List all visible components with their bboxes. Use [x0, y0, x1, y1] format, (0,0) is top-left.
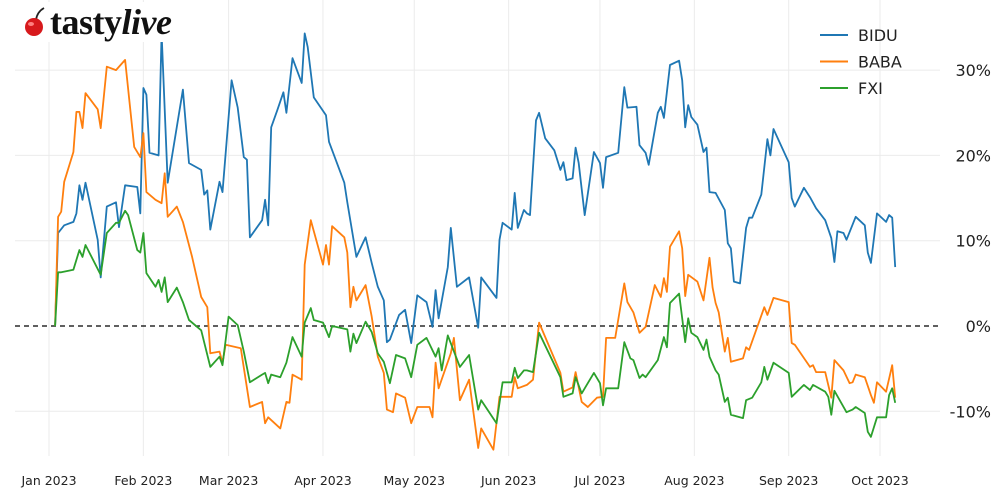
- x-tick-label: Jun 2023: [480, 473, 536, 488]
- y-tick-label: 20%: [955, 146, 991, 165]
- y-axis-tick-labels: 30% 20% 10% 0% -10%: [950, 61, 991, 421]
- tastylive-logo: tastylive: [22, 2, 176, 42]
- series-line-fxi: [54, 209, 897, 438]
- logo-text-tasty: tasty: [50, 2, 122, 42]
- x-tick-label: Jul 2023: [574, 473, 626, 488]
- legend-label-bidu: BIDU: [858, 26, 898, 45]
- legend-label-baba: BABA: [858, 53, 902, 72]
- x-tick-label: Apr 2023: [294, 473, 351, 488]
- y-tick-label: 0%: [966, 317, 991, 336]
- x-tick-label: Aug 2023: [664, 473, 724, 488]
- logo-wordmark: tastylive: [50, 2, 172, 42]
- series-line-baba: [54, 59, 897, 451]
- x-tick-label: Mar 2023: [199, 473, 258, 488]
- series-lines: [54, 32, 897, 451]
- x-tick-label: May 2023: [383, 473, 445, 488]
- x-tick-label: Oct 2023: [851, 473, 908, 488]
- x-tick-label: Sep 2023: [759, 473, 818, 488]
- y-tick-label: 30%: [955, 61, 991, 80]
- cherry-icon: [25, 7, 45, 36]
- legend-label-fxi: FXI: [858, 79, 883, 98]
- x-axis-tick-labels: Jan 2023 Feb 2023 Mar 2023 Apr 2023 May 2023…: [20, 473, 908, 488]
- x-tick-label: Jan 2023: [20, 473, 76, 488]
- y-tick-label: -10%: [950, 402, 991, 421]
- y-tick-label: 10%: [955, 232, 991, 251]
- legend: BIDU BABA FXI: [820, 26, 902, 98]
- logo-text-live: live: [121, 2, 172, 42]
- x-tick-label: Feb 2023: [114, 473, 172, 488]
- series-line-bidu: [54, 32, 897, 344]
